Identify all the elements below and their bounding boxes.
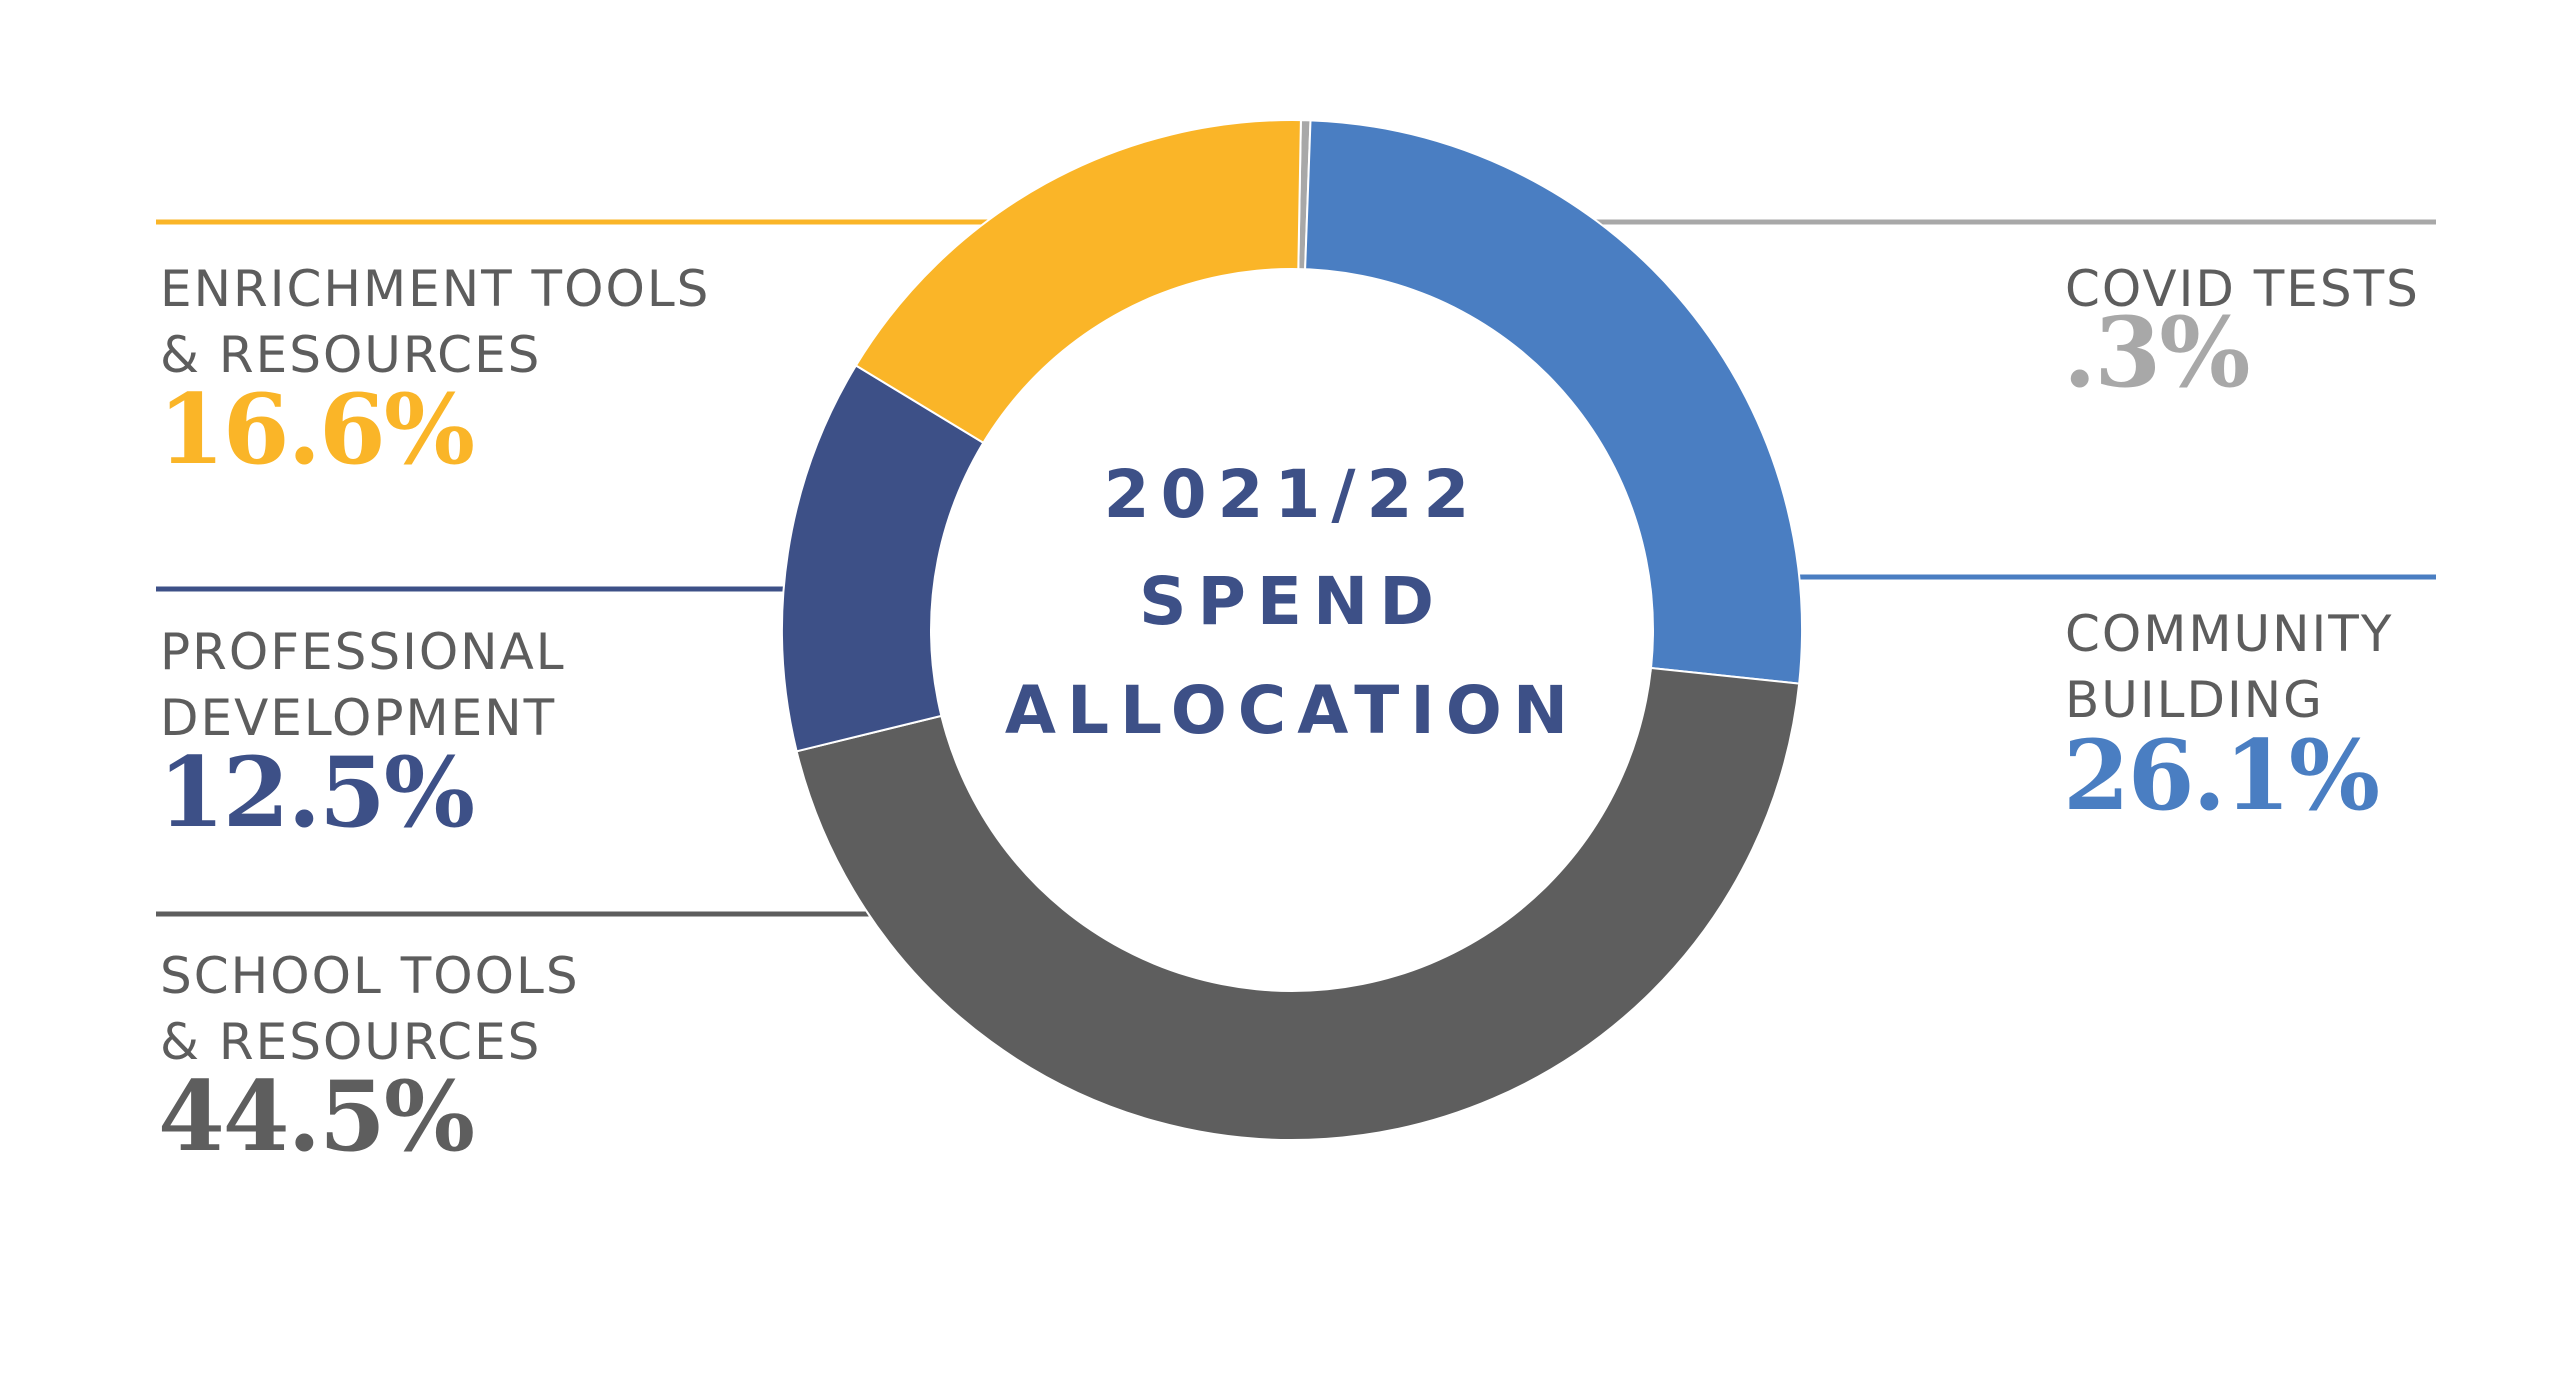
center-title-line-2: SPEND xyxy=(1139,563,1445,640)
slice-label-4-line-1: & RESOURCES xyxy=(160,326,541,384)
slice-label-2-line-1: & RESOURCES xyxy=(160,1013,541,1071)
slice-value-2: 44.5% xyxy=(158,1060,473,1173)
slice-value-1: 26.1% xyxy=(2063,719,2378,832)
slice-label-2-line-0: SCHOOL TOOLS xyxy=(160,947,580,1005)
center-title: 2021/22 SPEND ALLOCATION xyxy=(1005,456,1579,749)
center-title-line-1: 2021/22 xyxy=(1104,456,1481,533)
slice-value-0: .3% xyxy=(2063,296,2248,409)
slice-label-1-line-1: BUILDING xyxy=(2065,671,2324,729)
slice-label-3-line-1: DEVELOPMENT xyxy=(160,689,556,747)
center-title-line-3: ALLOCATION xyxy=(1005,672,1579,749)
slice-label-0-line-0: COVID TESTS xyxy=(2065,260,2420,318)
slice-label-4-line-0: ENRICHMENT TOOLS xyxy=(160,260,710,318)
donut-hole xyxy=(930,268,1654,992)
slice-label-1-line-0: COMMUNITY xyxy=(2065,605,2393,663)
slice-value-4: 16.6% xyxy=(158,373,473,486)
slice-value-3: 12.5% xyxy=(158,736,473,849)
slice-label-3-line-0: PROFESSIONAL xyxy=(160,623,566,681)
